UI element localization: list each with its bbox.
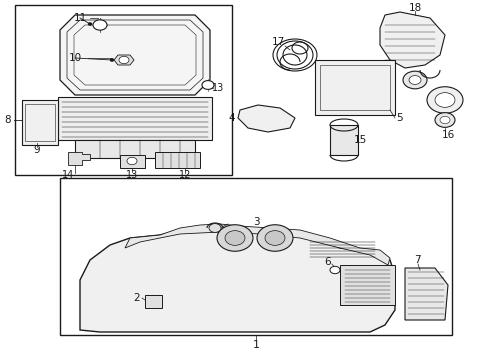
Text: 13: 13 <box>125 170 138 180</box>
Text: 12: 12 <box>179 170 191 180</box>
Polygon shape <box>80 228 394 332</box>
Circle shape <box>202 81 214 89</box>
Text: 3: 3 <box>252 217 259 227</box>
Text: 8: 8 <box>5 115 11 125</box>
Text: 9: 9 <box>34 145 40 155</box>
Polygon shape <box>120 155 145 168</box>
Bar <box>60 178 451 335</box>
Polygon shape <box>404 268 447 320</box>
Text: 1: 1 <box>252 340 259 350</box>
Text: 10: 10 <box>68 53 81 63</box>
Text: 5: 5 <box>396 113 403 123</box>
Polygon shape <box>75 140 195 158</box>
Bar <box>319 65 389 110</box>
Circle shape <box>208 224 221 233</box>
Circle shape <box>434 113 454 127</box>
Polygon shape <box>339 265 394 305</box>
Circle shape <box>88 23 91 25</box>
Circle shape <box>439 116 449 124</box>
Text: 11: 11 <box>73 13 86 23</box>
Text: 2: 2 <box>133 293 140 303</box>
Polygon shape <box>379 12 444 68</box>
Bar <box>15 5 231 175</box>
Text: 7: 7 <box>413 255 420 265</box>
Polygon shape <box>60 15 209 95</box>
Circle shape <box>402 71 426 89</box>
Polygon shape <box>58 97 212 140</box>
Circle shape <box>264 231 285 246</box>
Polygon shape <box>238 105 294 132</box>
Bar <box>22 100 58 145</box>
Circle shape <box>426 87 462 113</box>
Text: 16: 16 <box>441 130 454 140</box>
Text: 17: 17 <box>271 37 284 47</box>
Polygon shape <box>68 152 90 165</box>
Circle shape <box>217 225 252 251</box>
Text: 14: 14 <box>62 170 74 180</box>
Circle shape <box>224 231 244 246</box>
Polygon shape <box>114 55 134 65</box>
Circle shape <box>408 76 420 84</box>
Bar <box>329 125 357 155</box>
Bar <box>314 60 394 115</box>
Text: 6: 6 <box>324 257 331 267</box>
Circle shape <box>434 93 454 107</box>
Text: 18: 18 <box>407 3 421 13</box>
Polygon shape <box>145 295 162 308</box>
Polygon shape <box>125 224 389 265</box>
Circle shape <box>127 157 137 165</box>
Circle shape <box>257 225 292 251</box>
Circle shape <box>110 59 113 61</box>
Circle shape <box>93 20 107 30</box>
Bar <box>25 104 55 141</box>
Text: 15: 15 <box>353 135 366 145</box>
Text: 13: 13 <box>211 83 224 93</box>
Polygon shape <box>155 152 200 168</box>
Circle shape <box>329 266 339 274</box>
Circle shape <box>119 56 129 64</box>
Text: 4: 4 <box>228 113 235 123</box>
